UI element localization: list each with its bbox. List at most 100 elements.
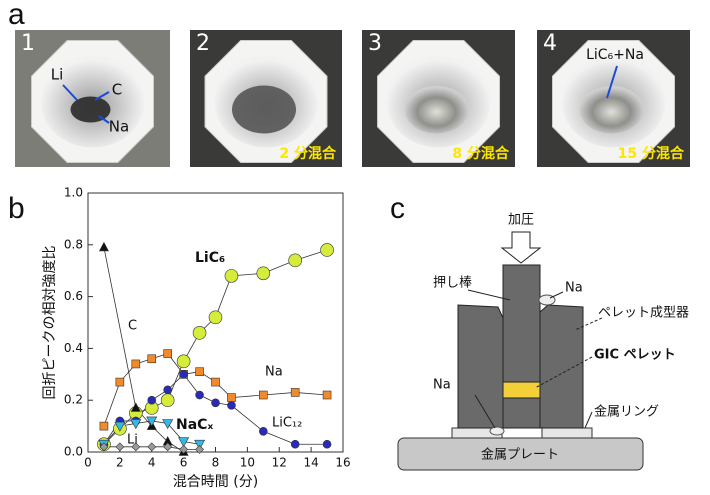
marker — [130, 419, 142, 430]
marker — [194, 439, 206, 450]
marker — [131, 442, 141, 452]
series-label: Li — [127, 433, 138, 448]
marker — [195, 390, 204, 400]
photo-number: 1 — [21, 31, 35, 56]
marker — [211, 398, 220, 408]
photo-label: Na — [109, 118, 129, 136]
pointer — [98, 115, 110, 124]
marker — [259, 390, 268, 400]
marker — [288, 253, 302, 268]
photo-label: LiC₆+Na — [586, 47, 644, 63]
photo-caption: 15 分混合 — [618, 145, 685, 162]
marker — [290, 439, 300, 449]
marker — [322, 390, 332, 400]
leader — [467, 289, 511, 301]
x-tick-label: 2 — [116, 456, 124, 470]
diagram-panel: 加圧 押し棒 Na ペレット成型器 GIC ペレット Na 金属リング 金属プレ… — [397, 213, 689, 471]
series-label: LiC₆ — [195, 250, 225, 266]
y-tick-label: 0.6 — [64, 289, 83, 303]
pointer — [606, 65, 618, 99]
marker — [130, 402, 141, 412]
marker — [163, 385, 172, 395]
marker — [320, 243, 334, 257]
marker — [114, 421, 126, 432]
series-label: Na — [265, 365, 283, 380]
x-tick-label: 8 — [212, 456, 220, 470]
mold-right — [539, 304, 584, 429]
panel-label: c — [390, 192, 405, 225]
photo-label: C — [112, 81, 122, 99]
x-tick-label: 6 — [180, 456, 188, 470]
marker — [163, 349, 172, 358]
x-tick-label: 0 — [84, 456, 92, 470]
x-tick-label: 12 — [272, 456, 287, 470]
marker — [192, 326, 207, 340]
marker — [131, 359, 141, 369]
marker — [224, 269, 239, 283]
y-tick-label: 1.0 — [64, 186, 83, 200]
x-tick-label: 16 — [335, 456, 350, 470]
leader — [534, 356, 593, 389]
marker — [290, 388, 300, 397]
pointer — [62, 84, 78, 101]
series-label: C — [128, 319, 137, 334]
marker — [256, 266, 271, 281]
leader — [584, 411, 593, 429]
marker — [176, 354, 191, 369]
marker — [147, 395, 157, 405]
marker — [146, 416, 158, 427]
y-tick-label: 0.8 — [64, 237, 83, 251]
marker — [115, 442, 125, 452]
marker — [211, 377, 220, 387]
powder — [232, 85, 296, 134]
marker — [115, 377, 125, 387]
photo-number: 2 — [196, 31, 210, 56]
x-tick-label: 10 — [240, 456, 255, 470]
metal-ring — [541, 427, 593, 439]
powder — [404, 85, 469, 134]
marker — [259, 426, 268, 436]
marker — [179, 369, 188, 379]
powder — [579, 85, 644, 134]
marker — [98, 241, 109, 252]
pressure-arrow — [500, 231, 542, 264]
y-axis-label: 回折ピークの相対強度比 — [42, 246, 58, 400]
series-label: NaCₓ — [176, 417, 213, 433]
marker — [163, 442, 173, 452]
label: Na — [565, 281, 583, 296]
label: 金属リング — [594, 404, 659, 420]
photo-number: 4 — [543, 31, 557, 56]
marker — [208, 310, 223, 325]
press-rod — [502, 264, 541, 429]
marker — [179, 444, 189, 454]
marker — [178, 437, 190, 448]
leader — [474, 394, 496, 429]
marker — [147, 354, 157, 364]
label: GIC ペレット — [594, 348, 676, 363]
photo-caption: 8 分混合 — [452, 145, 510, 162]
photo-number: 3 — [368, 31, 382, 56]
marker — [195, 444, 204, 454]
marker — [162, 419, 174, 430]
y-tick-label: 0.0 — [64, 445, 83, 459]
marker — [99, 442, 109, 452]
x-tick-label: 14 — [303, 456, 318, 470]
label: 加圧 — [508, 213, 534, 228]
marker — [195, 367, 204, 377]
label: 押し棒 — [433, 276, 472, 291]
marker — [227, 401, 236, 410]
mold-left — [457, 304, 504, 429]
marker — [147, 442, 157, 452]
label: Na — [433, 378, 451, 393]
panel-label: a — [8, 0, 25, 31]
panel-label: b — [8, 192, 25, 225]
label: 金属プレート — [481, 447, 559, 463]
label: ペレット成型器 — [598, 306, 689, 321]
x-axis-label: 混合時間 (分) — [173, 474, 258, 490]
chart-panel: 0.0 0.2 0.4 0.6 0.8 1.0 0 2 4 6 8 10 12 14 16 混合時間 (分) 回… — [42, 186, 351, 491]
metal-plate — [397, 437, 644, 471]
photo-caption: 2 分混合 — [279, 145, 337, 162]
na-piece — [489, 426, 505, 436]
y-tick-label: 0.4 — [64, 341, 83, 355]
marker — [227, 393, 236, 402]
